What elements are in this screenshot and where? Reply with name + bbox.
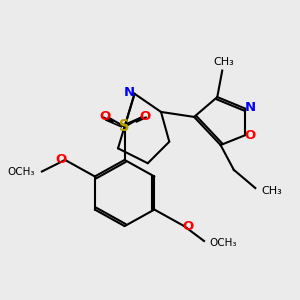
Text: O: O	[182, 220, 194, 232]
Text: CH₃: CH₃	[214, 57, 234, 67]
Text: O: O	[56, 153, 67, 167]
Text: CH₃: CH₃	[261, 186, 282, 196]
Text: O: O	[245, 129, 256, 142]
Text: N: N	[124, 85, 135, 99]
Text: O: O	[99, 110, 110, 123]
Text: OCH₃: OCH₃	[209, 238, 236, 248]
Text: S: S	[119, 119, 130, 134]
Text: N: N	[245, 101, 256, 115]
Text: OCH₃: OCH₃	[7, 167, 34, 176]
Text: O: O	[139, 110, 150, 123]
